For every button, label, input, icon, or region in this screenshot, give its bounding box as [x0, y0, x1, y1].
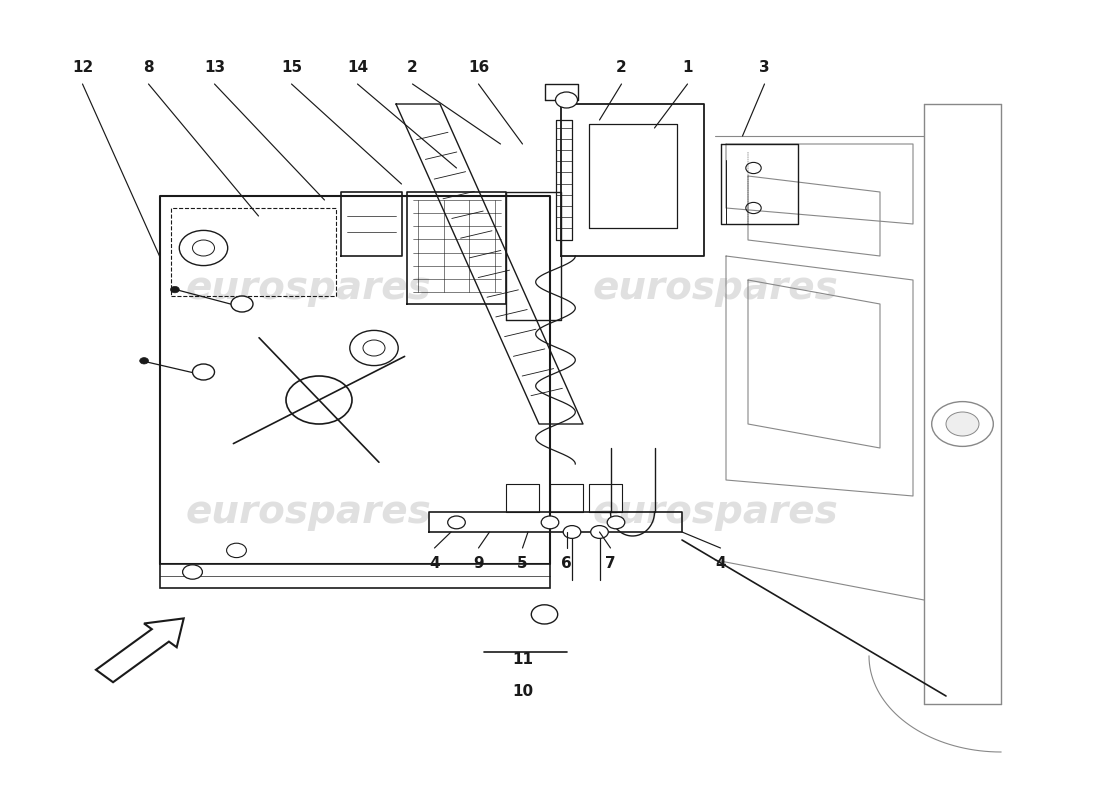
Circle shape: [607, 516, 625, 529]
Text: 1: 1: [682, 61, 693, 75]
Circle shape: [192, 240, 215, 256]
Text: 7: 7: [605, 557, 616, 571]
Text: eurospares: eurospares: [592, 269, 838, 307]
Circle shape: [231, 296, 253, 312]
FancyArrow shape: [96, 618, 184, 682]
Circle shape: [448, 516, 465, 529]
Circle shape: [363, 340, 385, 356]
Circle shape: [946, 412, 979, 436]
Text: 6: 6: [561, 557, 572, 571]
Text: 5: 5: [517, 557, 528, 571]
Text: eurospares: eurospares: [185, 493, 431, 531]
Polygon shape: [160, 564, 550, 588]
Circle shape: [140, 358, 148, 364]
Circle shape: [541, 516, 559, 529]
Text: 12: 12: [72, 61, 94, 75]
Text: eurospares: eurospares: [185, 269, 431, 307]
Text: eurospares: eurospares: [592, 493, 838, 531]
Text: 3: 3: [759, 61, 770, 75]
Text: 2: 2: [616, 61, 627, 75]
Text: 2: 2: [407, 61, 418, 75]
Text: 13: 13: [204, 61, 226, 75]
Circle shape: [531, 605, 558, 624]
Text: 14: 14: [346, 61, 368, 75]
Text: 15: 15: [280, 61, 302, 75]
Circle shape: [556, 92, 578, 108]
Circle shape: [563, 526, 581, 538]
Circle shape: [183, 565, 202, 579]
Text: 11: 11: [512, 653, 534, 667]
Text: 10: 10: [512, 685, 534, 699]
Circle shape: [591, 526, 608, 538]
Text: 8: 8: [143, 61, 154, 75]
Text: 16: 16: [468, 61, 490, 75]
Text: 4: 4: [715, 557, 726, 571]
Circle shape: [170, 286, 179, 293]
Text: 9: 9: [473, 557, 484, 571]
Circle shape: [192, 364, 215, 380]
Text: 4: 4: [429, 557, 440, 571]
